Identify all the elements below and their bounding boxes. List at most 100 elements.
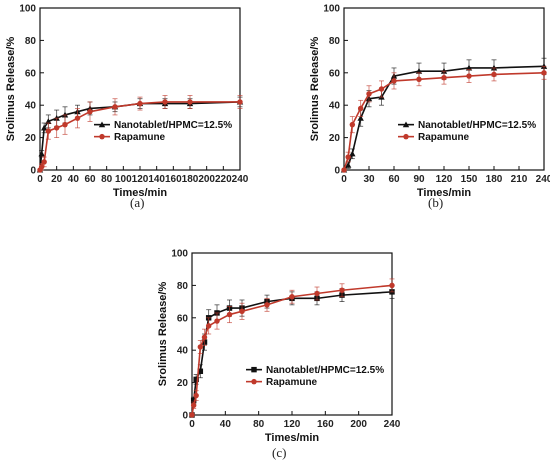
- x-tick-label: 200: [198, 174, 215, 185]
- y-tick-label: 100: [171, 249, 188, 260]
- data-point: [491, 71, 497, 78]
- y-tick-label: 20: [329, 133, 341, 144]
- chart-panel-a: 0 20 40 60 80 100 120 140 160 180 200 220 240 0 20 40 60…: [0, 0, 250, 200]
- data-point: [441, 74, 447, 81]
- data-point: [189, 412, 195, 418]
- data-point: [345, 154, 351, 160]
- chart-panel-b: 0 30 60 90 120 150 180 210 240 0 20 40 60 80 100 Times/…: [300, 0, 550, 200]
- data-point: [87, 108, 93, 115]
- legend-label: Rapamune: [114, 132, 166, 143]
- y-tick-label: 0: [30, 166, 36, 177]
- x-tick-label: 240: [536, 174, 550, 185]
- x-tick-label: 120: [284, 419, 301, 430]
- data-point: [339, 287, 345, 293]
- x-tick-label: 160: [165, 174, 182, 185]
- data-point: [190, 397, 197, 404]
- data-point: [162, 99, 168, 105]
- legend-label: Rapamune: [266, 377, 318, 388]
- data-point: [466, 73, 472, 79]
- data-point: [137, 100, 143, 107]
- data-point: [193, 376, 199, 383]
- data-point: [465, 64, 473, 71]
- x-tick-label: 60: [388, 174, 400, 185]
- data-point: [415, 67, 423, 74]
- y-axis-title: Srolimus Release/%: [157, 282, 169, 387]
- x-tick-label: 120: [132, 174, 149, 185]
- y-tick-label: 0: [334, 166, 340, 177]
- data-point: [349, 150, 356, 157]
- series-1: [189, 278, 395, 418]
- legend-marker: [99, 133, 105, 140]
- y-tick-label: 100: [19, 4, 36, 15]
- x-tick-label: 180: [486, 174, 503, 185]
- panel-caption-a: (a): [130, 195, 145, 210]
- y-tick-label: 20: [177, 378, 189, 389]
- y-tick-label: 40: [25, 101, 37, 112]
- y-tick-label: 40: [177, 346, 189, 357]
- legend-marker: [251, 366, 257, 373]
- y-tick-label: 80: [177, 281, 189, 292]
- legend-label: Nanotablet/HPMC=12.5%: [418, 120, 536, 131]
- data-point: [226, 311, 233, 318]
- data-point: [201, 334, 208, 340]
- legend-marker: [98, 121, 106, 128]
- y-tick-label: 60: [329, 68, 341, 79]
- data-point: [187, 99, 193, 105]
- y-tick-label: 100: [323, 4, 340, 15]
- y-tick-label: 80: [329, 36, 341, 47]
- x-tick-label: 0: [189, 419, 195, 430]
- data-point: [416, 76, 422, 82]
- plot-frame: [39, 7, 241, 171]
- data-point: [197, 368, 204, 374]
- data-point: [40, 124, 48, 131]
- series-line: [343, 72, 545, 171]
- series-line: [191, 284, 393, 416]
- data-point: [45, 128, 52, 134]
- y-tick-label: 40: [329, 101, 341, 112]
- data-point: [391, 78, 397, 84]
- legend-label: Rapamune: [418, 132, 470, 143]
- panel-caption-c: (c): [272, 445, 287, 460]
- series-1: [37, 95, 243, 173]
- x-tick-label: 180: [182, 174, 199, 185]
- data-point: [205, 323, 212, 329]
- y-axis-title: Srolimus Release/%: [309, 37, 321, 142]
- x-tick-label: 200: [350, 419, 367, 430]
- data-point: [357, 114, 364, 121]
- plot-frame: [191, 252, 393, 416]
- x-tick-label: 40: [68, 174, 80, 185]
- data-point: [344, 161, 352, 168]
- data-point: [541, 70, 547, 76]
- x-tick-label: 210: [511, 174, 528, 185]
- data-point: [264, 302, 270, 308]
- y-axis-title: Srolimus Release/%: [5, 37, 17, 142]
- data-point: [366, 91, 372, 97]
- x-tick-label: 120: [436, 174, 453, 185]
- series-line: [191, 291, 393, 416]
- x-tick-label: 240: [232, 174, 249, 185]
- data-point: [38, 164, 45, 170]
- data-point: [62, 121, 68, 128]
- x-tick-label: 100: [115, 174, 132, 185]
- chart-svg: 0 30 60 90 120 150 180 210 240 0 20 40 60 80 100 Times/…: [309, 4, 550, 200]
- legend-label: Nanotablet/HPMC=12.5%: [266, 365, 384, 376]
- data-point: [74, 115, 81, 121]
- data-point: [38, 150, 45, 157]
- data-point: [239, 308, 245, 315]
- x-tick-label: 150: [461, 174, 478, 185]
- series-0: [189, 285, 395, 418]
- data-point: [193, 392, 199, 399]
- y-tick-label: 20: [25, 133, 37, 144]
- data-point: [45, 118, 52, 124]
- x-tick-label: 80: [253, 419, 265, 430]
- x-tick-label: 0: [37, 174, 43, 185]
- x-tick-label: 60: [84, 174, 96, 185]
- chart-svg: 0 40 80 120 160 200 240 0 20 40 60 80 100 Times/min Sr…: [157, 249, 401, 445]
- data-point: [112, 104, 118, 110]
- series-1: [341, 65, 547, 173]
- legend-marker: [251, 378, 257, 385]
- y-tick-label: 60: [177, 313, 189, 324]
- data-point: [214, 318, 220, 324]
- data-point: [289, 294, 295, 300]
- x-axis-title: Times/min: [417, 187, 471, 199]
